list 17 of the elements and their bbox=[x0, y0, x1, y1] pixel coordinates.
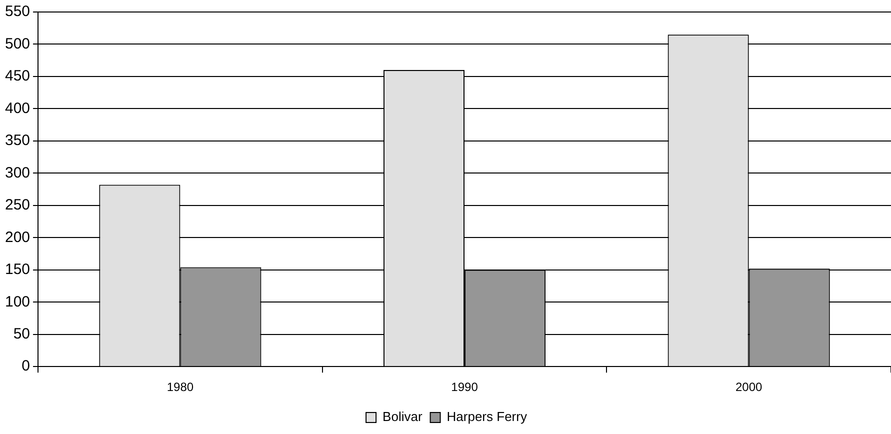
y-tick-label: 250 bbox=[4, 196, 30, 214]
y-tick-label: 300 bbox=[4, 164, 30, 182]
y-tick-label: 350 bbox=[4, 132, 30, 150]
y-tick-label: 500 bbox=[4, 35, 30, 52]
x-tick-label: 2000 bbox=[735, 380, 763, 394]
legend-label: Harpers Ferry bbox=[446, 409, 528, 424]
y-tick-label: 200 bbox=[4, 228, 30, 246]
legend-label: Bolivar bbox=[382, 409, 423, 424]
y-tick-label: 550 bbox=[4, 3, 30, 20]
y-tick-label: 150 bbox=[4, 261, 30, 278]
y-tick-label: 450 bbox=[4, 68, 30, 85]
x-tick-label: 1990 bbox=[451, 380, 478, 394]
y-tick-label: 100 bbox=[4, 293, 30, 310]
x-tick-label: 1980 bbox=[166, 380, 194, 394]
y-tick-label: 0 bbox=[22, 358, 30, 375]
y-tick-label: 50 bbox=[13, 326, 30, 343]
y-tick-label: 400 bbox=[4, 100, 30, 117]
